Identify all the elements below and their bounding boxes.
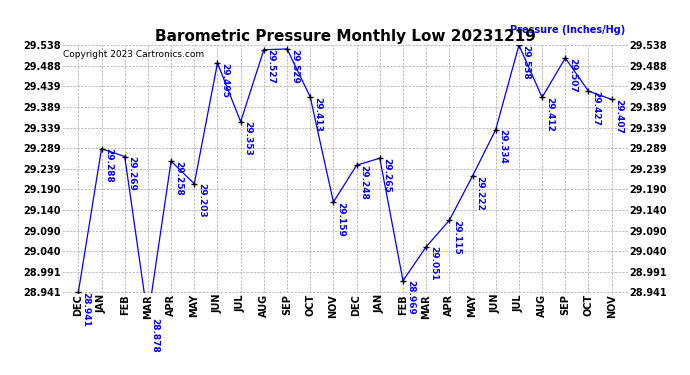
Text: 29.412: 29.412 [545, 97, 554, 132]
Text: 29.495: 29.495 [220, 63, 229, 98]
Text: Copyright 2023 Cartronics.com: Copyright 2023 Cartronics.com [63, 50, 204, 59]
Text: 29.203: 29.203 [197, 183, 206, 218]
Text: 29.353: 29.353 [244, 122, 253, 156]
Text: 29.529: 29.529 [290, 48, 299, 83]
Text: 29.507: 29.507 [568, 58, 577, 92]
Text: 29.115: 29.115 [452, 220, 461, 255]
Text: 29.334: 29.334 [498, 129, 508, 164]
Text: 29.159: 29.159 [336, 202, 345, 237]
Text: 29.407: 29.407 [615, 99, 624, 134]
Text: Pressure (Inches/Hg): Pressure (Inches/Hg) [510, 25, 625, 35]
Text: 29.258: 29.258 [174, 160, 183, 195]
Text: 29.288: 29.288 [104, 148, 113, 183]
Text: 29.527: 29.527 [266, 50, 275, 84]
Text: 29.538: 29.538 [522, 45, 531, 80]
Text: 29.265: 29.265 [382, 158, 391, 192]
Text: 29.269: 29.269 [128, 156, 137, 191]
Text: 29.413: 29.413 [313, 96, 322, 131]
Text: 29.222: 29.222 [475, 176, 484, 210]
Text: 29.427: 29.427 [591, 91, 600, 126]
Text: 28.878: 28.878 [150, 318, 159, 353]
Text: 28.969: 28.969 [406, 280, 415, 315]
Text: 29.248: 29.248 [359, 165, 368, 200]
Text: 28.941: 28.941 [81, 292, 90, 327]
Title: Barometric Pressure Monthly Low 20231219: Barometric Pressure Monthly Low 20231219 [155, 29, 535, 44]
Text: 29.051: 29.051 [429, 246, 438, 281]
